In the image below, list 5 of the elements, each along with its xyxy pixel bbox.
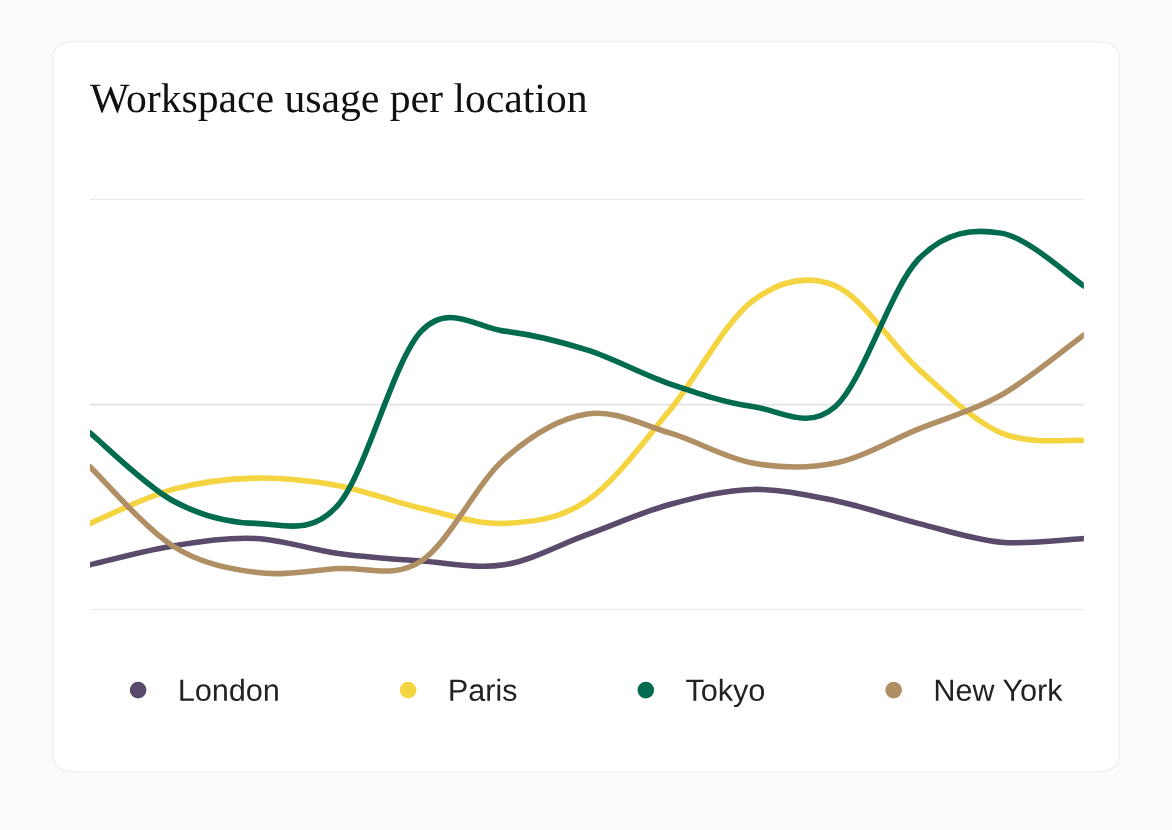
legend-label: London [180, 678, 278, 702]
legend-label: New York [935, 678, 1063, 702]
chart-title: Workspace usage per location [90, 83, 587, 122]
legend-label: Tokyo [686, 678, 765, 708]
legend-label: Paris [450, 678, 517, 702]
